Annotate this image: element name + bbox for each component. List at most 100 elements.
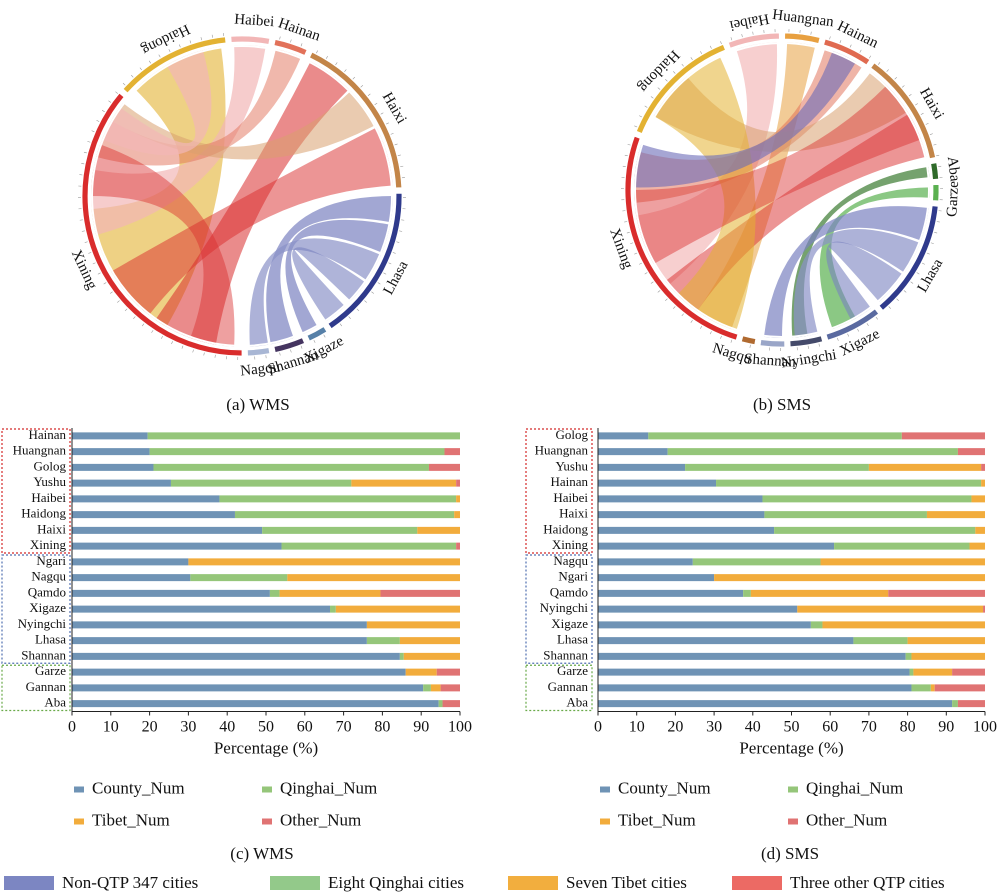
chord-arc-lhasa — [878, 205, 939, 311]
chord-arc-haixi — [870, 62, 937, 160]
category-label-golog: Golog — [556, 427, 589, 442]
category-label-hainan: Hainan — [28, 427, 66, 442]
bar-gannan-other-num — [934, 684, 985, 692]
chord-tick — [168, 49, 171, 53]
bar-lhasa-county-num — [598, 637, 854, 645]
chord-tick — [151, 330, 154, 333]
chord-tick — [130, 74, 134, 78]
chord-tick — [81, 163, 85, 165]
chord-tick — [886, 69, 889, 72]
chord-tick — [709, 331, 712, 335]
category-label-lhasa: Lhasa — [35, 632, 66, 647]
chord-diagram-sms: Haibei Huangnan HainanHaixiAbaGarzeLhasaXi… — [606, 7, 963, 372]
chord-tick — [730, 37, 733, 41]
category-label-huangnan: Huangnan — [13, 443, 67, 458]
chord-tick — [171, 341, 173, 345]
chord-arc-xining — [81, 92, 243, 357]
legend-label-qinghai-num: Qinghai_Num — [280, 778, 377, 797]
chord-tick — [741, 34, 743, 38]
bar-shannan-tibet-num — [403, 652, 460, 660]
chord-tick — [290, 349, 292, 353]
chord-arc-hainan — [273, 39, 308, 56]
chord-arc-nagqu — [246, 347, 271, 357]
chord-tick — [364, 300, 367, 303]
chord-tick — [97, 272, 101, 275]
bar-nagqu-county-num — [72, 574, 191, 582]
bar-haixi-qinghai-num — [764, 511, 927, 519]
bar-haixi-qinghai-num — [262, 526, 418, 534]
chord-arc-nyingchi — [789, 335, 824, 348]
category-label-gannan: Gannan — [548, 679, 589, 694]
chord-ribbon — [285, 219, 391, 334]
bar-xining-tibet-num — [969, 542, 985, 550]
chord-tick — [868, 55, 872, 59]
bar-nyingchi-tibet-num — [366, 621, 460, 629]
x-tick-label: 50 — [784, 719, 800, 736]
caption-a: (a) WMS — [226, 395, 289, 414]
chord-tick — [316, 50, 318, 54]
chord-arc-haidong — [635, 43, 726, 134]
chord-tick — [148, 60, 152, 64]
bar-huangnan-qinghai-num — [149, 448, 445, 456]
group-box-2 — [1, 664, 71, 712]
bar-lhasa-qinghai-num — [853, 637, 908, 645]
bar-shannan-tibet-num — [911, 652, 985, 660]
chord-tick — [377, 282, 381, 285]
bar-ngari-county-num — [72, 558, 189, 566]
bottom-legend-label-three-other-qtp-cities: Three other QTP cities — [790, 873, 945, 892]
bar-nyingchi-other-num — [983, 605, 985, 613]
chord-tick — [300, 345, 303, 349]
bar-golog-other-num — [428, 463, 460, 471]
chord-tick — [644, 105, 648, 108]
bottom-legend: Non-QTP 347 cities Eight Qinghai cities Se… — [4, 873, 945, 892]
legend-swatch-tibet-num — [74, 818, 84, 825]
category-label-garze: Garze — [35, 663, 66, 678]
chord-tick — [88, 252, 92, 254]
chord-tick — [681, 63, 684, 67]
chord-tick — [339, 323, 343, 327]
chord-tick — [325, 56, 328, 59]
chord-tick — [877, 62, 881, 65]
chord-tick — [279, 352, 281, 356]
legend-label-other-num: Other_Num — [280, 810, 361, 829]
chord-ribbon — [819, 187, 931, 330]
chord-tick — [124, 308, 128, 312]
bar-haixi-county-num — [598, 511, 765, 519]
x-tick-label: 90 — [938, 719, 954, 736]
bar-gannan-tibet-num — [430, 684, 441, 692]
category-label-gannan: Gannan — [26, 679, 67, 694]
chord-tick — [915, 103, 918, 106]
category-label-haixi: Haixi — [559, 506, 588, 521]
x-tick-label: 80 — [374, 719, 390, 736]
category-label-ngari: Ngari — [558, 569, 588, 584]
chord-tick — [323, 334, 326, 338]
x-tick-label: 20 — [142, 719, 158, 736]
bar-qamdo-qinghai-num — [269, 589, 280, 597]
chord-tick — [639, 262, 642, 265]
group-box-2 — [525, 664, 593, 712]
bar-golog-other-num — [901, 432, 985, 440]
x-tick-label: 60 — [822, 719, 838, 736]
bar-garze-tibet-num — [405, 668, 437, 676]
bar-hainan-tibet-num — [981, 479, 985, 487]
chord-tick — [141, 323, 145, 327]
x-tick-label: 0 — [594, 719, 602, 736]
chord-tick — [657, 290, 661, 293]
x-axis-title: Percentage (%) — [739, 739, 843, 758]
x-tick-label: 70 — [861, 719, 877, 736]
bar-qamdo-county-num — [72, 589, 270, 597]
bar-haibei-qinghai-num — [219, 495, 457, 503]
x-tick-label: 10 — [103, 719, 119, 736]
x-tick-label: 40 — [745, 719, 761, 736]
chord-tick — [279, 36, 281, 40]
category-label-haidong: Haidong — [543, 521, 588, 536]
category-label-nagqu: Nagqu — [553, 553, 588, 568]
chord-ribbon — [96, 48, 302, 166]
caption-d: (d) SMS — [761, 844, 819, 863]
chord-label-nagqu: Nagqu — [710, 340, 753, 367]
chord-tick — [313, 339, 316, 343]
x-tick-label: 30 — [706, 719, 722, 736]
chord-ribbon — [634, 85, 922, 264]
x-tick-label: 70 — [336, 719, 352, 736]
